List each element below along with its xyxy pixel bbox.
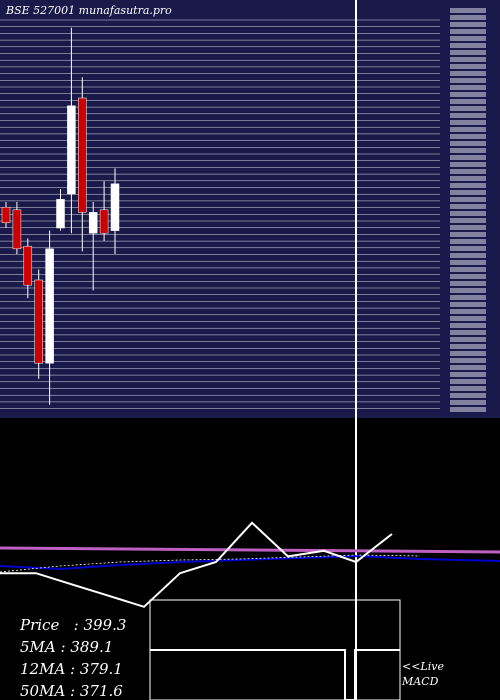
right-tick-label-mark bbox=[450, 64, 486, 69]
right-tick-label-mark bbox=[450, 15, 486, 20]
right-tick-label-mark bbox=[450, 232, 486, 237]
right-tick-label-mark bbox=[450, 197, 486, 202]
candle-body bbox=[23, 245, 33, 286]
price-readout: Price : 399.3 bbox=[20, 616, 127, 634]
right-tick-label-mark bbox=[450, 183, 486, 188]
candle-body bbox=[110, 183, 120, 231]
right-tick-label-mark bbox=[450, 393, 486, 398]
price-panel bbox=[0, 0, 500, 418]
candle-body bbox=[45, 248, 54, 364]
right-tick-label-mark bbox=[450, 50, 486, 55]
candle-body bbox=[1, 206, 11, 224]
right-tick-label-mark bbox=[450, 134, 486, 139]
right-tick-label-mark bbox=[450, 176, 486, 181]
right-tick-label-mark bbox=[450, 337, 486, 342]
candle-body bbox=[78, 97, 87, 213]
right-tick-label-mark bbox=[450, 162, 486, 167]
right-tick-label-mark bbox=[450, 148, 486, 153]
right-tick-label-mark bbox=[450, 239, 486, 244]
right-tick-label-mark bbox=[450, 225, 486, 230]
right-tick-label-mark bbox=[450, 204, 486, 209]
right-tick-label-mark bbox=[450, 372, 486, 377]
live-label-line2: MACD bbox=[402, 675, 439, 688]
right-tick-label-mark bbox=[450, 43, 486, 48]
stats-panel: Price : 399.3 5MA : 389.1 12MA : 379.1 5… bbox=[20, 614, 126, 700]
right-tick-label-mark bbox=[450, 323, 486, 328]
right-tick-label-mark bbox=[450, 400, 486, 405]
live-macd-label: <<Live MACD bbox=[402, 659, 444, 689]
right-tick-label-mark bbox=[450, 155, 486, 160]
right-tick-label-mark bbox=[450, 386, 486, 391]
ma5-readout: 5MA : 389.1 bbox=[20, 638, 114, 656]
right-tick-label-mark bbox=[450, 169, 486, 174]
right-tick-label-mark bbox=[450, 330, 486, 335]
right-tick-label-mark bbox=[450, 57, 486, 62]
candle-body bbox=[88, 212, 98, 234]
right-tick-label-mark bbox=[450, 78, 486, 83]
right-tick-label-mark bbox=[450, 22, 486, 27]
right-tick-label-mark bbox=[450, 211, 486, 216]
macd-histogram-line bbox=[150, 649, 400, 700]
right-tick-label-mark bbox=[450, 302, 486, 307]
right-tick-labels bbox=[450, 8, 486, 412]
ma50-readout: 50MA : 371.6 bbox=[20, 682, 123, 700]
ma-fast-line bbox=[0, 554, 500, 571]
right-tick-label-mark bbox=[450, 8, 486, 13]
right-tick-label-mark bbox=[450, 344, 486, 349]
chart-title: BSE 527001 munafasutra.pro bbox=[6, 4, 172, 17]
ma-slow-line bbox=[0, 546, 500, 554]
candle-body bbox=[99, 209, 109, 234]
right-tick-label-mark bbox=[450, 309, 486, 314]
right-tick-label-mark bbox=[450, 281, 486, 286]
right-tick-label-mark bbox=[450, 379, 486, 384]
right-tick-label-mark bbox=[450, 127, 486, 132]
right-tick-label-mark bbox=[450, 274, 486, 279]
macd-panel bbox=[0, 521, 500, 608]
right-tick-label-mark bbox=[450, 246, 486, 251]
right-tick-label-mark bbox=[450, 253, 486, 258]
right-tick-label-mark bbox=[450, 267, 486, 272]
right-tick-label-mark bbox=[450, 36, 486, 41]
candle-body bbox=[56, 199, 65, 229]
right-tick-label-mark bbox=[450, 260, 486, 265]
right-tick-label-mark bbox=[450, 106, 486, 111]
right-tick-label-mark bbox=[450, 351, 486, 356]
right-tick-label-mark bbox=[450, 120, 486, 125]
candles bbox=[1, 27, 120, 405]
right-tick-label-mark bbox=[450, 295, 486, 300]
right-tick-label-mark bbox=[450, 358, 486, 363]
candle-body bbox=[34, 279, 43, 364]
right-tick-label-mark bbox=[450, 113, 486, 118]
right-tick-label-mark bbox=[450, 29, 486, 34]
right-tick-label-mark bbox=[450, 141, 486, 146]
right-tick-label-mark bbox=[450, 365, 486, 370]
ma12-readout: 12MA : 379.1 bbox=[20, 660, 123, 678]
right-tick-label-mark bbox=[450, 92, 486, 97]
live-label-line1: <<Live bbox=[402, 660, 444, 673]
macd-line bbox=[0, 521, 393, 608]
right-tick-label-mark bbox=[450, 218, 486, 223]
right-tick-label-mark bbox=[450, 407, 486, 412]
right-tick-label-mark bbox=[450, 288, 486, 293]
right-tick-label-mark bbox=[450, 71, 486, 76]
right-tick-label-mark bbox=[450, 99, 486, 104]
right-tick-label-mark bbox=[450, 85, 486, 90]
right-tick-label-mark bbox=[450, 190, 486, 195]
gridlines bbox=[0, 19, 440, 409]
right-tick-label-mark bbox=[450, 316, 486, 321]
candle-body bbox=[12, 209, 22, 250]
candle-body bbox=[67, 105, 76, 195]
